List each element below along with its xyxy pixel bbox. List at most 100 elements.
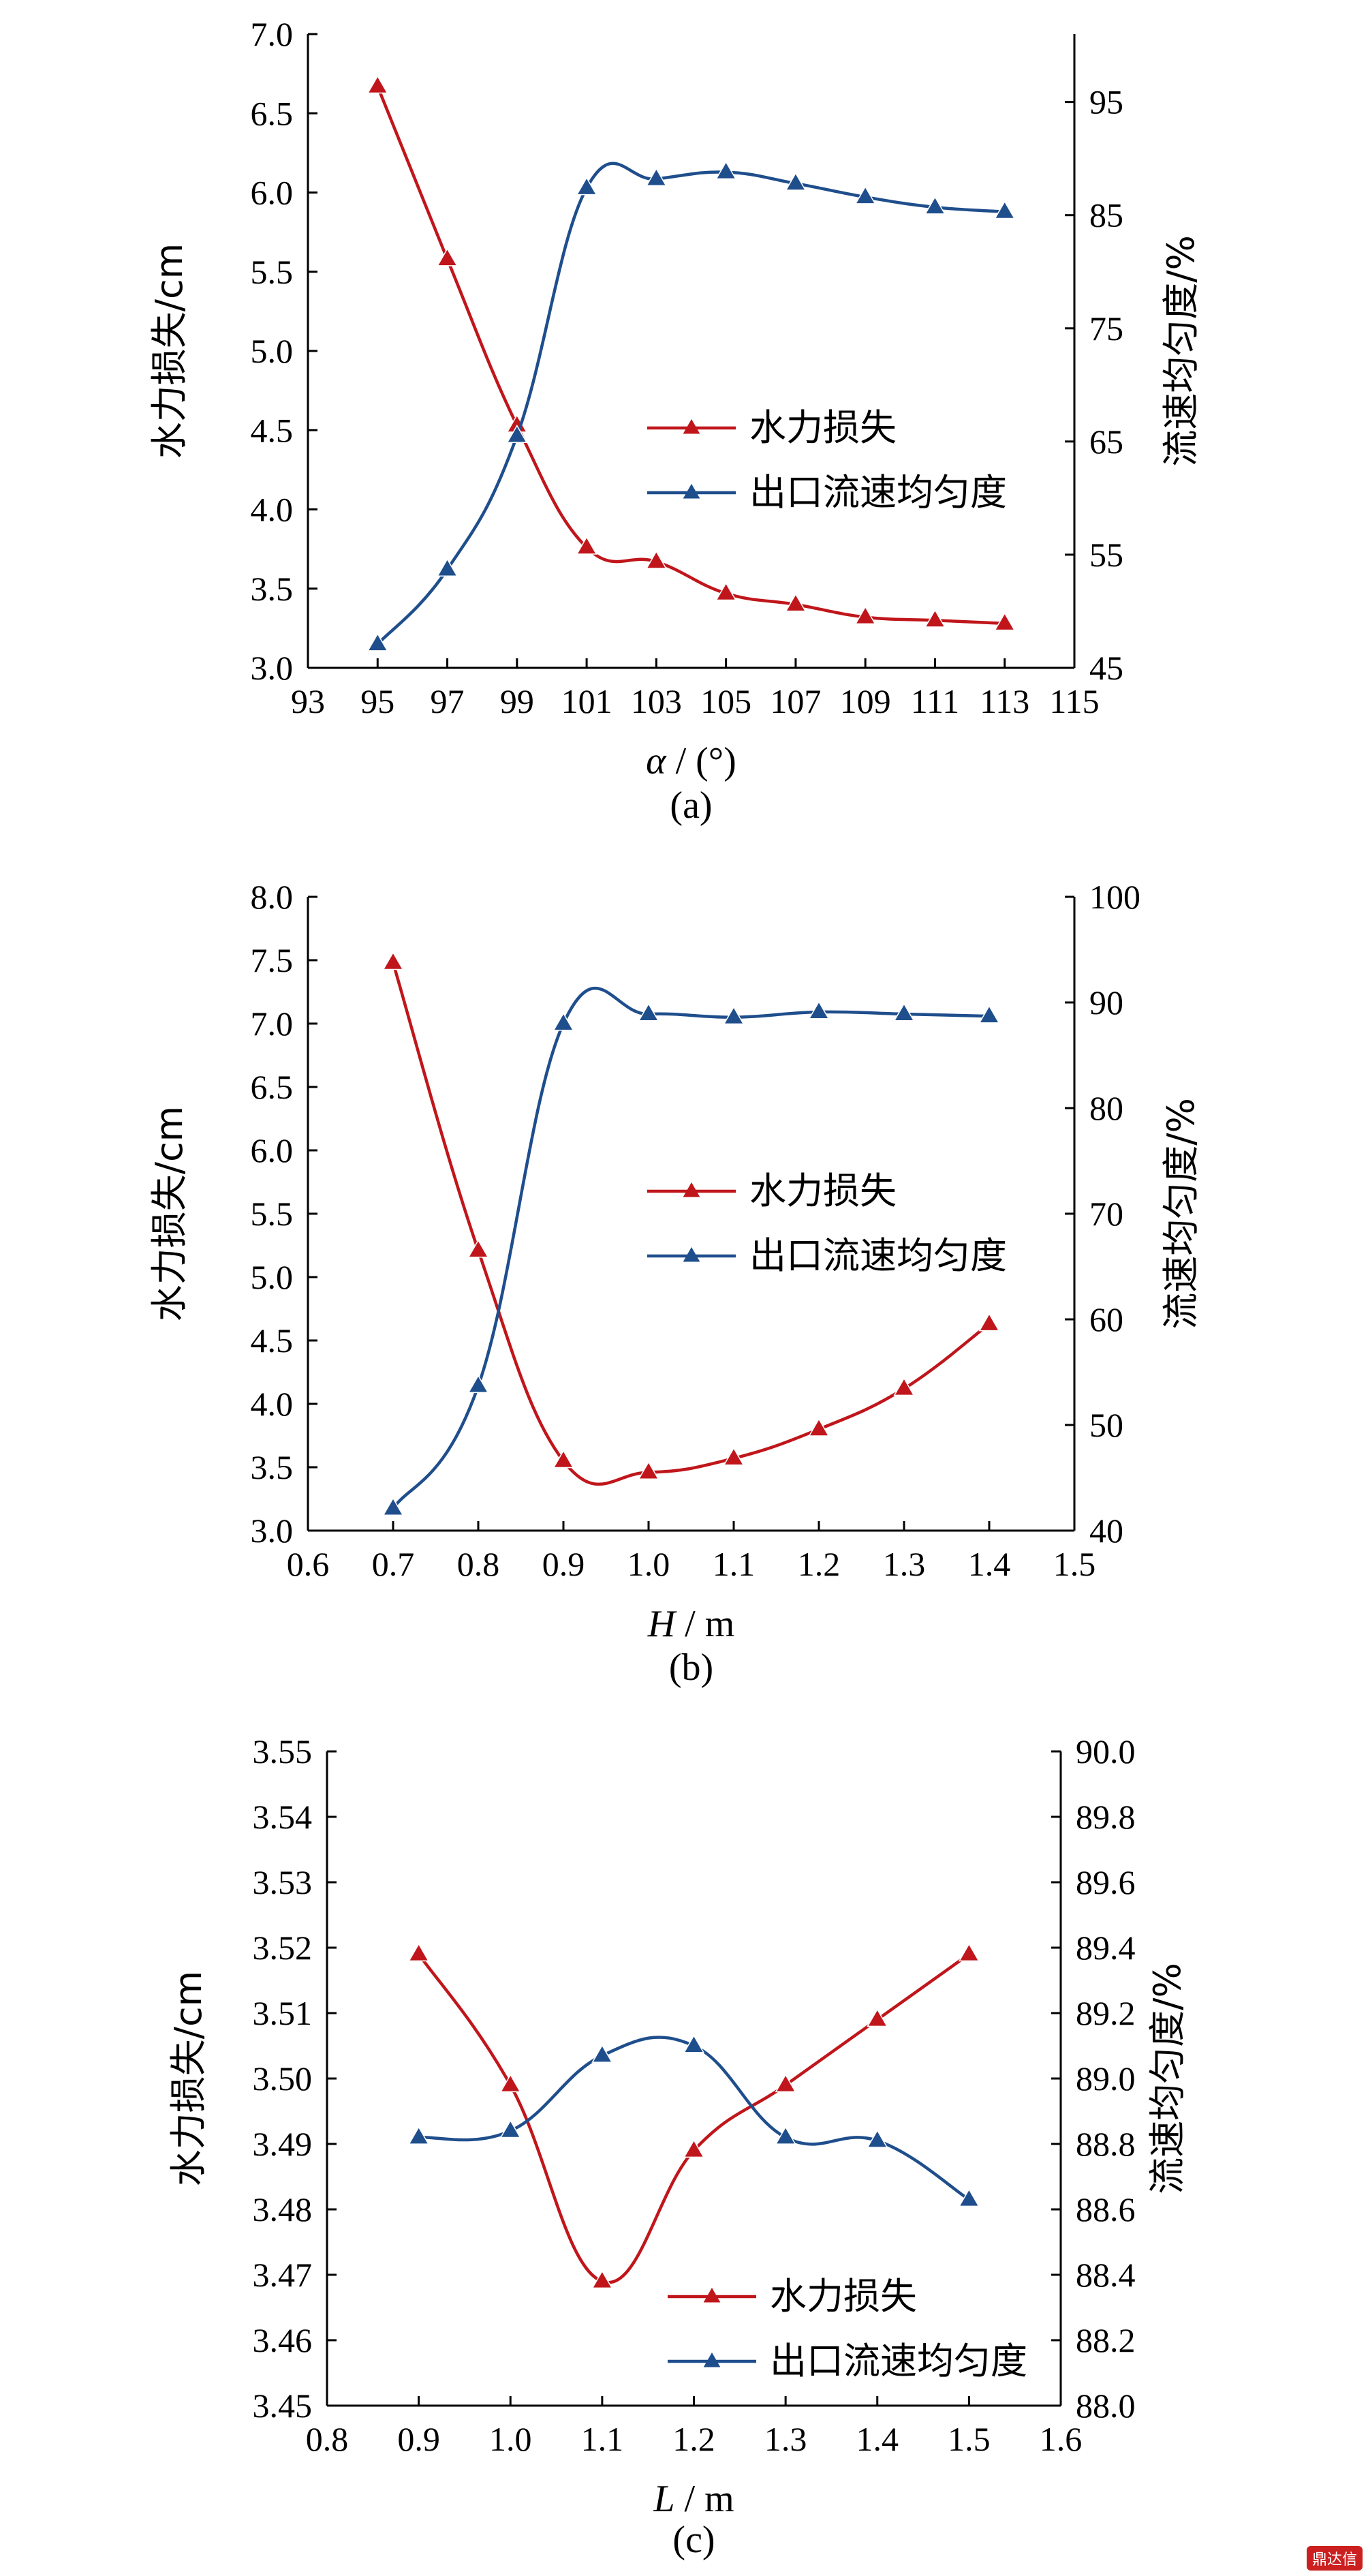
- data-point: [994, 200, 1016, 219]
- right-tick-label: 100: [1089, 878, 1140, 916]
- right-axis-label: 流速均匀度/%: [1160, 235, 1202, 467]
- x-tick-label: 1.6: [1040, 2420, 1083, 2458]
- right-tick-label: 89.4: [1076, 1929, 1136, 1967]
- left-tick-label: 6.0: [251, 174, 294, 212]
- right-axis-label: 流速均匀度/%: [1160, 1098, 1202, 1330]
- legend-entry: 出口流速均匀度: [770, 2340, 1027, 2382]
- chart-panel-2: 0.6 0.7 0.8 0.9 1.0 1.1 1.2 1.3 1.4 1.5 3.0 3.5 4.0 4…: [148, 878, 1202, 1689]
- left-tick-label: 3.51: [253, 1994, 313, 2032]
- right-tick-label: 80: [1089, 1089, 1123, 1127]
- data-point: [775, 2074, 796, 2093]
- x-tick-label: 0.7: [372, 1545, 415, 1583]
- left-tick-label: 6.5: [251, 1068, 294, 1106]
- x-tick-label: 115: [1049, 682, 1099, 720]
- data-point: [553, 1450, 574, 1469]
- x-tick-label: 103: [631, 682, 682, 720]
- x-tick-label: 105: [700, 682, 751, 720]
- x-tick-label: 95: [360, 682, 394, 720]
- right-tick-label: 65: [1089, 423, 1123, 461]
- left-tick-label: 3.0: [251, 649, 294, 687]
- x-tick-label: 93: [291, 682, 325, 720]
- left-tick-label: 8.0: [251, 878, 294, 916]
- panel-caption: (c): [672, 2519, 715, 2561]
- data-point: [958, 2188, 980, 2207]
- right-tick-label: 45: [1089, 649, 1123, 687]
- data-point: [785, 172, 807, 191]
- series-line-velocity-uniformity: [376, 162, 1005, 645]
- data-point: [715, 161, 737, 180]
- x-tick-label: 0.9: [397, 2420, 440, 2458]
- legend-marker: [683, 1247, 700, 1262]
- right-tick-label: 55: [1089, 536, 1123, 574]
- legend-marker: [683, 1182, 700, 1197]
- legend-marker: [683, 419, 700, 434]
- left-tick-label: 3.46: [253, 2321, 313, 2359]
- data-point: [382, 951, 404, 970]
- x-tick-label: 109: [840, 682, 891, 720]
- right-tick-label: 88.6: [1076, 2190, 1136, 2228]
- right-tick-label: 88.4: [1076, 2256, 1136, 2294]
- data-point: [591, 2270, 613, 2289]
- right-tick-label: 88.8: [1076, 2125, 1136, 2163]
- legend-entry: 出口流速均匀度: [749, 471, 1007, 514]
- data-point: [576, 177, 597, 196]
- data-point: [638, 1460, 659, 1479]
- right-tick-label: 50: [1089, 1406, 1123, 1444]
- x-tick-label: 1.4: [856, 2420, 899, 2458]
- data-point: [408, 1943, 430, 1962]
- data-point: [367, 75, 388, 94]
- x-tick-label: 107: [770, 682, 821, 720]
- x-tick-label: 1.5: [1053, 1545, 1096, 1583]
- data-point: [854, 606, 876, 625]
- data-point: [785, 593, 807, 612]
- left-tick-label: 3.52: [253, 1929, 313, 1967]
- left-tick-label: 6.0: [251, 1131, 294, 1169]
- left-tick-label: 7.0: [251, 15, 294, 53]
- data-point: [645, 168, 667, 187]
- left-axis-label: 水力损失/cm: [148, 243, 191, 459]
- data-point: [638, 1002, 659, 1022]
- right-tick-label: 75: [1089, 309, 1123, 348]
- data-point: [775, 2126, 796, 2145]
- x-tick-label: 97: [431, 682, 465, 720]
- right-tick-label: 95: [1089, 83, 1123, 121]
- x-tick-label: 0.8: [457, 1545, 500, 1583]
- data-point: [893, 1002, 915, 1022]
- left-axis-label: 水力损失/cm: [148, 1106, 191, 1322]
- legend-entry: 水力损失: [749, 406, 897, 449]
- left-tick-label: 3.0: [251, 1512, 294, 1550]
- series-line-velocity-uniformity: [392, 986, 990, 1509]
- x-tick-label: 1.0: [627, 1545, 670, 1583]
- data-point: [715, 582, 737, 601]
- legend-entry: 水力损失: [749, 1169, 897, 1212]
- x-tick-label: 1.4: [968, 1545, 1011, 1583]
- series-line-hydraulic-loss: [391, 962, 991, 1486]
- data-point: [367, 632, 388, 651]
- left-tick-label: 6.5: [251, 94, 294, 132]
- left-tick-label: 3.50: [253, 2059, 313, 2098]
- x-tick-label: 1.3: [764, 2420, 807, 2458]
- legend-marker: [703, 2352, 721, 2367]
- x-axis-label: α / (°): [646, 740, 736, 782]
- chart-panel-1: 93 95 97 99 101 103 105 107 109 111 113 115 3.0 3.5 4.…: [148, 15, 1202, 827]
- data-point: [994, 612, 1016, 631]
- data-point: [645, 550, 667, 569]
- left-axis-label: 水力损失/cm: [167, 1971, 210, 2187]
- left-tick-label: 5.5: [251, 253, 294, 291]
- data-point: [808, 1417, 830, 1437]
- data-point: [506, 425, 528, 444]
- legend-entry: 水力损失: [770, 2275, 917, 2318]
- x-tick-label: 113: [980, 682, 1029, 720]
- data-point: [499, 2074, 521, 2093]
- watermark-logo: 鼎达信: [1306, 2546, 1363, 2571]
- series-line-hydraulic-loss: [417, 1952, 970, 2284]
- x-tick-label: 1.3: [883, 1545, 926, 1583]
- legend-marker: [683, 484, 700, 499]
- data-point: [382, 1497, 404, 1516]
- data-point: [576, 536, 597, 555]
- left-tick-label: 5.0: [251, 332, 294, 370]
- data-point: [978, 1313, 1000, 1332]
- data-point: [436, 558, 458, 577]
- right-tick-label: 88.2: [1076, 2321, 1136, 2359]
- right-tick-label: 85: [1089, 196, 1123, 234]
